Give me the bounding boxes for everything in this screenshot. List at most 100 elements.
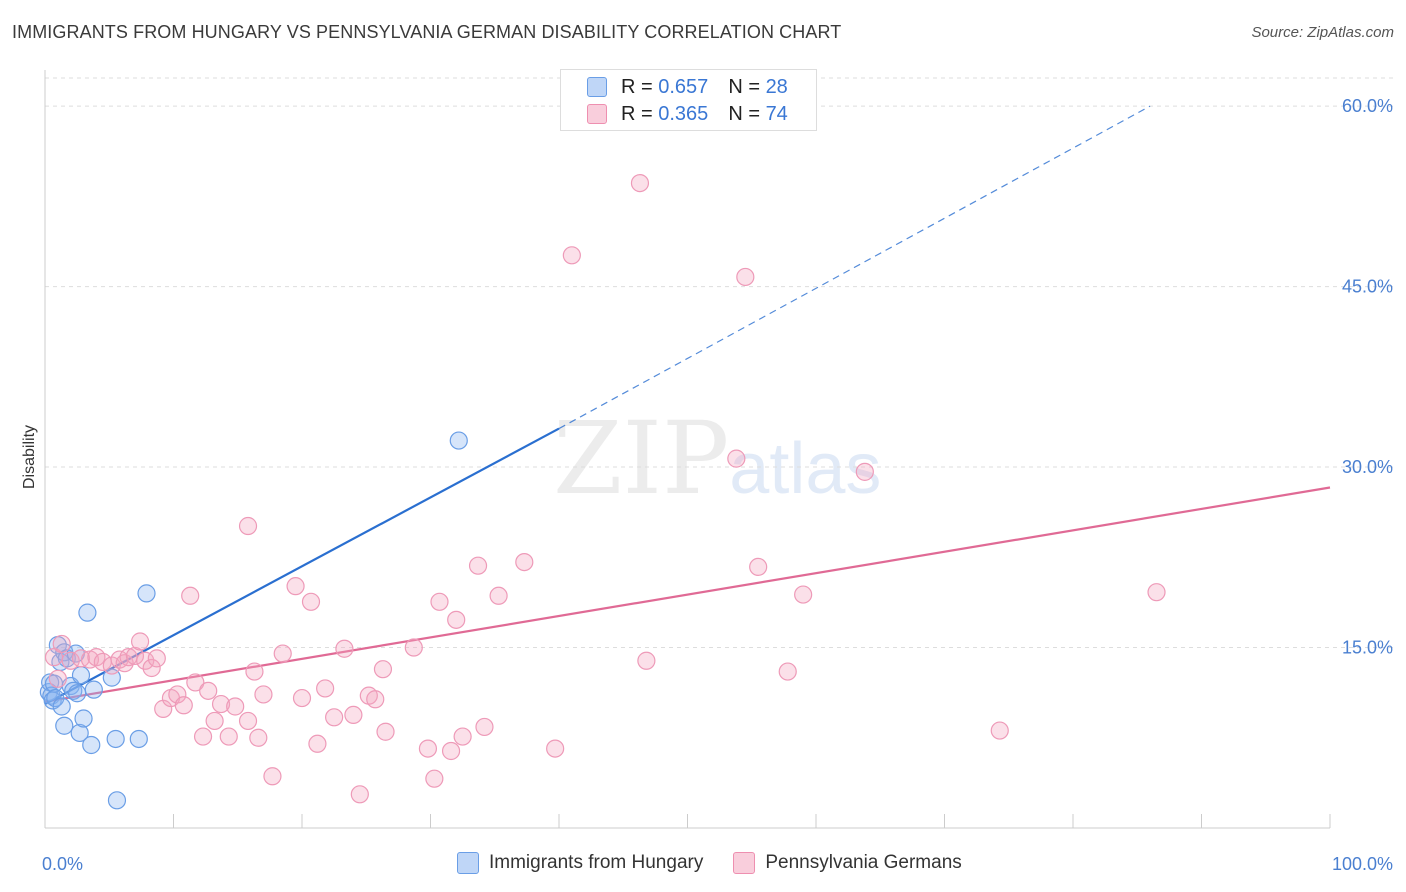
series-hungary [39, 431, 468, 810]
data-point [449, 431, 468, 450]
data-point [515, 552, 534, 572]
data-point [70, 723, 89, 743]
trend-line-pa-germans [44, 486, 1331, 703]
data-point [376, 722, 395, 741]
data-point [325, 708, 344, 727]
data-point [106, 729, 125, 749]
data-point [366, 690, 385, 709]
data-point [74, 709, 93, 728]
legend-row-pa-germans: R = 0.365 N = 74 [587, 103, 788, 125]
data-point [453, 727, 472, 746]
data-point [430, 592, 449, 611]
data-point [292, 688, 312, 708]
data-point [637, 651, 656, 670]
data-point [186, 673, 205, 692]
trend-lines [44, 105, 1331, 706]
data-point [245, 662, 264, 681]
n-label: N = [728, 102, 760, 125]
data-point [52, 697, 71, 716]
data-point [736, 267, 755, 287]
data-point [335, 639, 354, 658]
data-point [778, 662, 797, 681]
data-point [137, 584, 156, 603]
n-label: N = [728, 75, 760, 98]
data-point [205, 711, 224, 731]
legend-swatch-blue [587, 77, 607, 97]
data-point [468, 556, 488, 575]
r-label: R = [621, 102, 653, 125]
chart-title: IMMIGRANTS FROM HUNGARY VS PENNSYLVANIA … [12, 22, 842, 42]
data-point [373, 660, 393, 679]
data-point [441, 741, 461, 761]
x-tick-label: 100.0% [1332, 854, 1393, 874]
data-point [855, 462, 874, 481]
data-point [546, 739, 565, 758]
data-point [181, 586, 200, 605]
y-tick-label: 45.0% [1342, 277, 1393, 297]
data-point [82, 735, 101, 755]
legend-item-hungary: Immigrants from Hungary [457, 852, 703, 874]
data-point [249, 728, 268, 747]
grid [45, 77, 1395, 649]
watermark: ZIPatlas [553, 400, 882, 517]
data-point [71, 666, 91, 685]
source-label: Source: ZipAtlas.com [1251, 24, 1394, 41]
data-point [254, 685, 273, 704]
data-point [107, 791, 127, 810]
data-point [475, 717, 494, 737]
data-point [78, 603, 97, 622]
data-point [142, 658, 161, 678]
data-point [168, 685, 187, 704]
y-tick-label: 30.0% [1342, 457, 1393, 477]
data-point [308, 734, 327, 753]
data-point [447, 610, 466, 629]
data-point [129, 729, 148, 749]
data-point [68, 684, 87, 703]
r-value: 0.657 [658, 75, 709, 98]
trend-line-hungary-extrapolated [558, 105, 1151, 430]
data-point [273, 644, 292, 663]
data-point [425, 769, 444, 788]
data-point [344, 705, 363, 725]
data-point [55, 716, 74, 735]
series-pennsylvania-germans [44, 173, 1166, 804]
r-label: R = [621, 75, 653, 98]
data-point [1147, 583, 1166, 602]
series-legend: Immigrants from Hungary Pennsylvania Ger… [457, 852, 992, 874]
data-point [125, 646, 145, 666]
legend-row-hungary: R = 0.657 N = 28 [587, 76, 788, 98]
y-tick-label: 15.0% [1342, 638, 1393, 658]
data-point [350, 785, 369, 804]
data-point [219, 727, 238, 746]
data-point [52, 634, 71, 654]
trend-line-hungary [44, 427, 560, 706]
data-point [418, 739, 438, 758]
data-point [226, 697, 245, 716]
n-value: 74 [765, 102, 788, 125]
data-point [404, 638, 423, 657]
data-point [199, 681, 218, 700]
data-point [48, 669, 67, 688]
legend-swatch-pink [587, 104, 607, 124]
data-point [147, 649, 166, 668]
data-point [84, 680, 103, 699]
legend-label: Pennsylvania Germans [765, 852, 962, 873]
data-point [193, 727, 213, 746]
data-point [749, 557, 768, 577]
legend-item-pa-germans: Pennsylvania Germans [733, 852, 962, 874]
data-point [130, 632, 150, 651]
data-point [990, 721, 1009, 740]
data-point [238, 516, 258, 536]
legend-swatch-pink [733, 852, 756, 874]
data-point [263, 767, 282, 786]
data-point [286, 577, 305, 596]
data-point [238, 711, 258, 731]
legend-label: Immigrants from Hungary [489, 852, 704, 873]
data-point [316, 679, 335, 698]
x-tick-label: 0.0% [42, 854, 83, 874]
n-value: 28 [765, 75, 788, 98]
y-tick-label: 60.0% [1342, 96, 1393, 116]
data-point [211, 694, 231, 714]
r-value: 0.365 [658, 102, 709, 125]
